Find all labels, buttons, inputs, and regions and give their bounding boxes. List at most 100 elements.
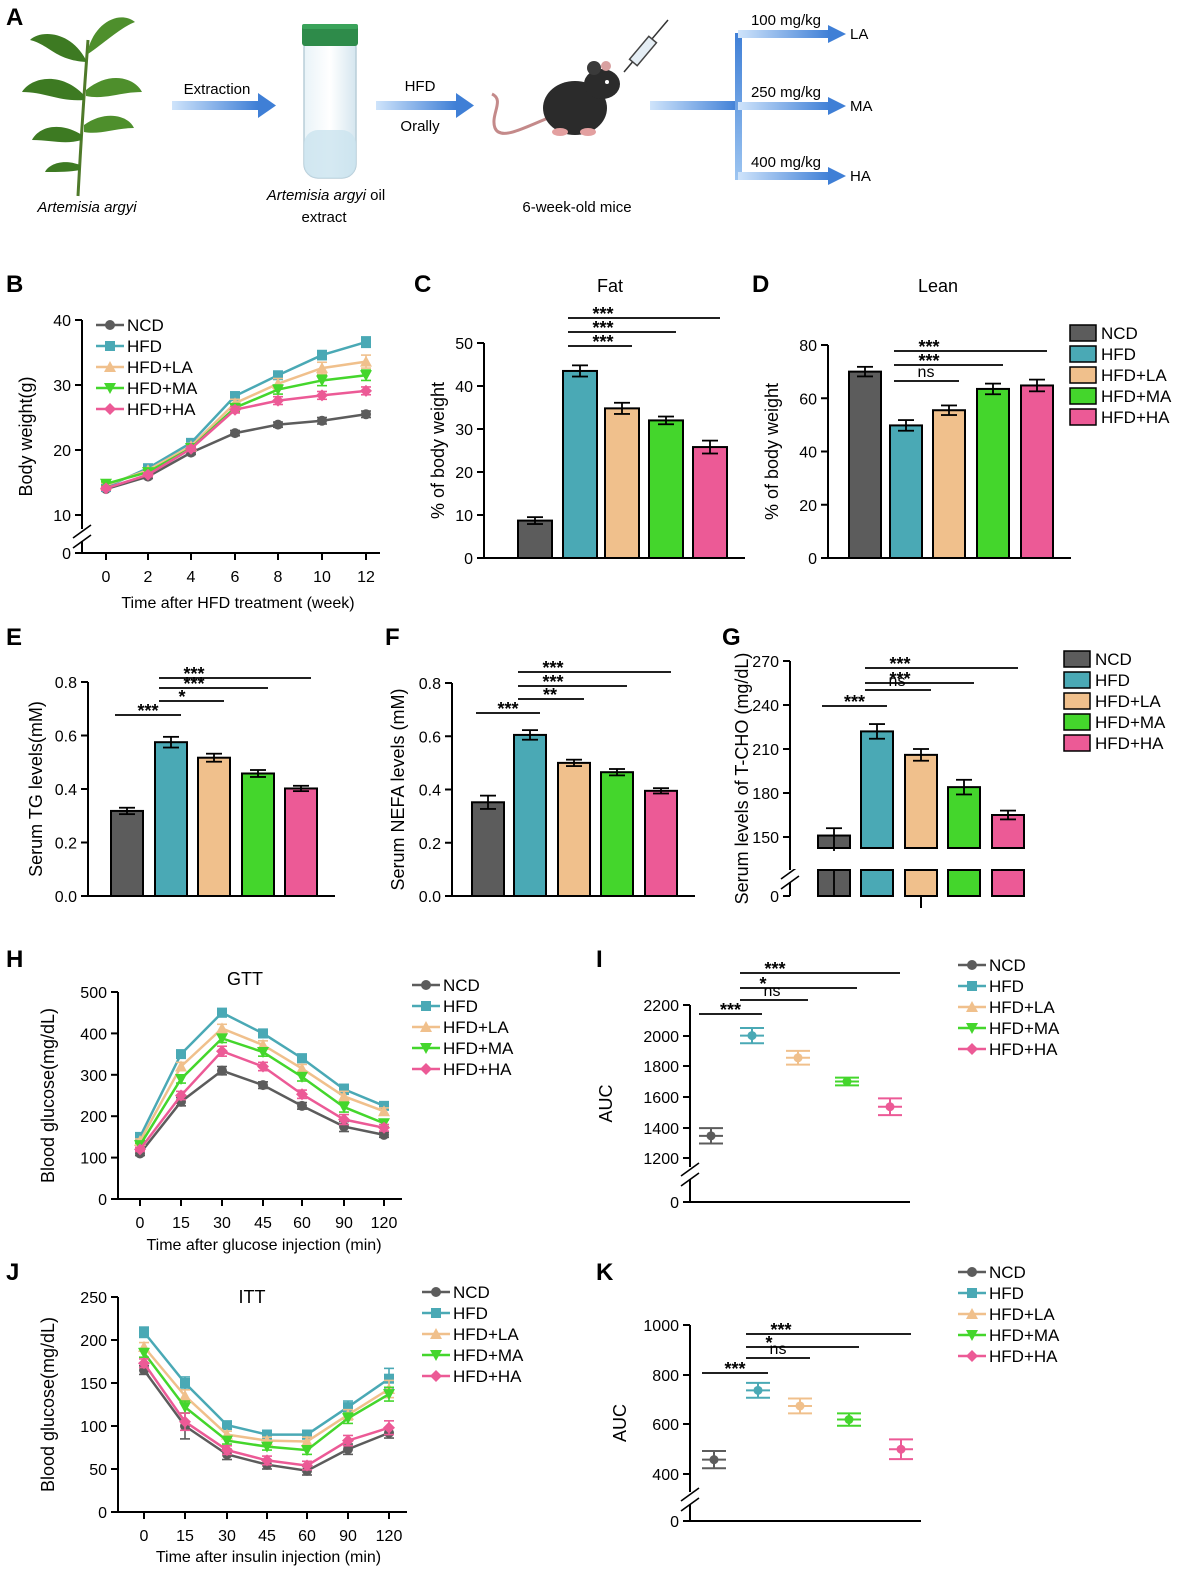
dose-arrow-icon — [738, 102, 830, 110]
dose-branches: 100 mg/kg LA 250 mg/kg MA 400 mg/kg HA — [738, 12, 873, 185]
bar — [557, 761, 591, 897]
orally-label: Orally — [400, 118, 440, 135]
marker-square — [258, 1028, 268, 1039]
marker-diamond — [261, 1454, 273, 1467]
legend-label: HFD+HA — [1101, 408, 1170, 427]
y-tick-label: 50 — [89, 1462, 107, 1479]
panel-letter-g: G — [722, 624, 741, 651]
chart-title: ITT — [239, 1287, 266, 1307]
marker-square — [217, 1007, 227, 1018]
mouse-icon — [491, 61, 620, 136]
marker-square — [967, 1288, 977, 1298]
legend-swatch — [1069, 345, 1097, 363]
y-tick-label: 20 — [455, 465, 473, 482]
panel-letter-j: J — [6, 1259, 19, 1286]
significance-label: *** — [889, 654, 910, 674]
marker-triangle-up — [296, 1062, 308, 1074]
marker-diamond — [342, 1434, 354, 1447]
marker-diamond — [301, 1459, 313, 1472]
x-tick-label: 30 — [213, 1215, 231, 1232]
legend-label: HFD+HA — [989, 1347, 1058, 1366]
y-tick-label: 0.6 — [55, 729, 77, 746]
y-tick-label: 20 — [799, 498, 817, 515]
y-axis-label: Serum levels of T-CHO (mg/dL) — [732, 653, 752, 905]
x-tick-label: 10 — [313, 569, 331, 586]
axis-break-gap — [792, 851, 1028, 869]
panel-letter-e: E — [6, 624, 22, 651]
axis-break-mark — [72, 534, 92, 549]
legend-label: HFD+MA — [453, 1346, 524, 1365]
y-tick-label: 0 — [464, 551, 473, 568]
marker-diamond — [134, 1143, 146, 1156]
y-tick-label: 0 — [98, 1192, 107, 1209]
y-tick-label: 0 — [770, 889, 779, 906]
y-tick-label: 60 — [799, 391, 817, 408]
significance-label: *** — [764, 959, 785, 979]
y-tick-label: 30 — [53, 378, 71, 395]
marker-diamond — [100, 482, 112, 495]
marker-square — [384, 1373, 394, 1384]
hfd-label: HFD — [405, 78, 436, 95]
y-tick-label: 200 — [80, 1109, 107, 1126]
bar — [644, 789, 678, 897]
x-tick-label: 0 — [102, 569, 111, 586]
y-tick-label: 0.8 — [55, 675, 77, 692]
bar — [976, 387, 1010, 559]
legend-label: HFD+MA — [443, 1039, 514, 1058]
bar — [932, 409, 966, 560]
legend-label: HFD+LA — [989, 998, 1055, 1017]
marker-diamond — [383, 1421, 395, 1434]
axis-break-mark — [72, 524, 92, 539]
hfd-arrow-icon — [376, 101, 456, 110]
marker-triangle-up — [216, 1022, 228, 1034]
marker-triangle-down — [104, 383, 116, 394]
y-axis-label: AUC — [596, 1084, 616, 1122]
marker-diamond — [257, 1060, 269, 1073]
bar — [241, 772, 275, 897]
y-tick-label: 0 — [98, 1505, 107, 1522]
marker-circle — [361, 409, 371, 420]
marker-triangle-down — [360, 370, 372, 382]
marker-triangle-down — [966, 1023, 978, 1034]
legend-swatch — [1069, 387, 1097, 405]
bar — [197, 756, 231, 898]
legend-label: HFD+LA — [989, 1305, 1055, 1324]
bar-lower — [947, 869, 981, 897]
panel-a: A Artemisia argyi Extraction Artemisia a… — [6, 4, 873, 226]
y-tick-label: 500 — [80, 985, 107, 1002]
y-tick-label: 1400 — [643, 1121, 679, 1138]
legend-label: HFD — [1101, 345, 1136, 364]
bar-lower — [860, 869, 894, 897]
y-tick-label: 0.4 — [55, 782, 77, 799]
x-tick-label: 6 — [231, 569, 240, 586]
x-tick-label: 2 — [144, 569, 153, 586]
y-tick-label: 250 — [80, 1290, 107, 1307]
x-tick-label: 15 — [176, 1528, 194, 1545]
x-tick-label: 60 — [298, 1528, 316, 1545]
x-tick-label: 45 — [254, 1215, 272, 1232]
bar-lower — [904, 869, 938, 897]
series-hfd-ha — [134, 1045, 390, 1156]
plant-label: Artemisia argyi — [36, 199, 137, 216]
axis-break-mark — [680, 1162, 700, 1177]
dose-arrow-icon — [738, 30, 830, 38]
legend-label: NCD — [1101, 324, 1138, 343]
y-tick-label: 800 — [652, 1368, 679, 1385]
bar — [692, 446, 728, 559]
chart-title: Lean — [918, 276, 958, 296]
y-tick-label: 400 — [652, 1467, 679, 1484]
marker-square — [180, 1378, 190, 1388]
y-tick-label: 150 — [80, 1376, 107, 1393]
marker-triangle-up — [420, 1021, 432, 1032]
data-point — [753, 1385, 763, 1395]
y-tick-label: 40 — [799, 445, 817, 462]
bar — [284, 787, 318, 898]
y-tick-label: 210 — [752, 742, 779, 759]
significance-label: ns — [770, 1341, 787, 1358]
marker-square — [317, 350, 327, 361]
marker-diamond — [338, 1113, 350, 1126]
dose-label: 400 mg/kg — [751, 154, 821, 171]
y-tick-label: 100 — [80, 1419, 107, 1436]
y-tick-label: 0.8 — [419, 676, 441, 693]
